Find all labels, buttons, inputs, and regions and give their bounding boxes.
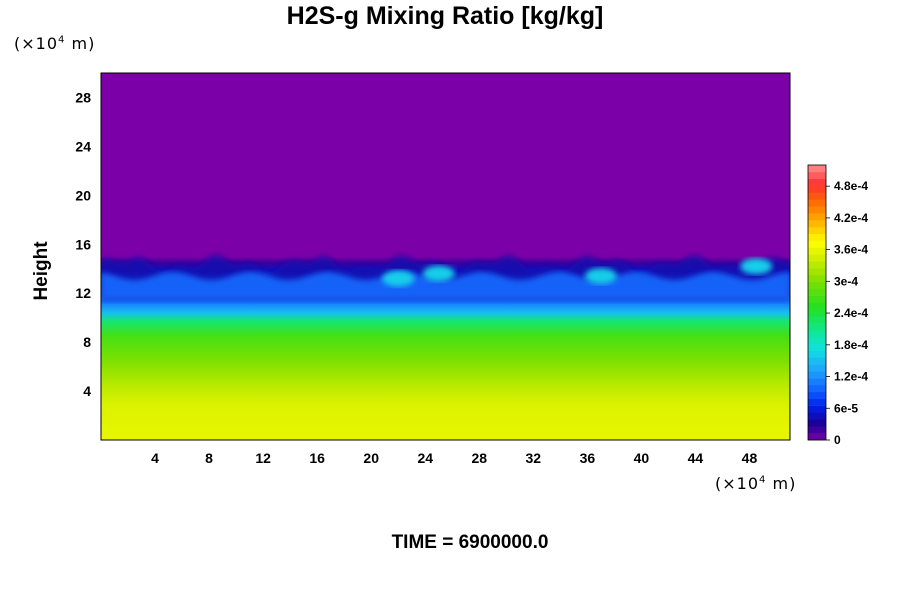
- colorbar-tick-label: 4.2e-4: [834, 211, 868, 225]
- x-tick-label: 28: [471, 450, 487, 466]
- colorbar-segment: [808, 343, 826, 351]
- colorbar-segment: [808, 398, 826, 406]
- x-tick-label: 16: [309, 450, 325, 466]
- colorbar-segment: [808, 281, 826, 290]
- colorbar-segment: [808, 330, 826, 338]
- colorbar-segment: [808, 412, 826, 420]
- colorbar-tick-label: 1.2e-4: [834, 370, 868, 384]
- x-tick-label: 44: [688, 450, 704, 466]
- colorbar-segment: [808, 295, 826, 303]
- x-axis-ticks: 4 8 12 16 20 24 28 32 36 40 44 48: [151, 450, 757, 466]
- colorbar-segment: [808, 275, 826, 283]
- colorbar-segment: [808, 336, 826, 345]
- colorbar-segment: [808, 391, 826, 400]
- field-fill: [101, 73, 790, 440]
- colorbar-segment: [808, 288, 826, 296]
- y-tick-label: 4: [83, 383, 91, 399]
- colorbar-segment: [808, 268, 826, 276]
- colorbar-segment: [808, 302, 826, 310]
- colorbar-segment: [808, 426, 826, 434]
- colorbar-segment: [808, 350, 826, 358]
- y-tick-label: 16: [75, 236, 91, 252]
- colorbar-segment: [808, 220, 826, 228]
- colorbar-segment: [808, 213, 826, 221]
- x-tick-label: 32: [526, 450, 542, 466]
- x-tick-label: 20: [363, 450, 379, 466]
- x-tick-label: 48: [742, 450, 758, 466]
- colorbar-segment: [808, 254, 826, 262]
- time-annotation: TIME = 6900000.0: [391, 532, 549, 553]
- y-tick-label: 20: [75, 187, 91, 203]
- y-axis-unit: (×104 m): [14, 34, 95, 53]
- colorbar-segment: [808, 385, 826, 393]
- colorbar-frame: [807, 164, 827, 441]
- colorbar-tick-label: 3.6e-4: [834, 243, 868, 257]
- y-unit-exponent: 4: [58, 34, 66, 46]
- colorbar-segment: [808, 378, 826, 386]
- colorbar-segment: [808, 240, 826, 248]
- plot-area: [100, 72, 791, 441]
- colorbar-segment: [808, 309, 826, 317]
- y-tick-label: 8: [83, 334, 91, 350]
- y-tick-label: 12: [75, 285, 91, 301]
- colorbar-segment: [808, 371, 826, 379]
- colorbar-segment: [808, 206, 826, 214]
- x-unit-exponent: 4: [759, 474, 767, 486]
- colorbar-tick-label: 2.4e-4: [834, 306, 868, 320]
- x-tick-label: 24: [417, 450, 433, 466]
- plume: [422, 265, 455, 282]
- colorbar-segment: [808, 247, 826, 255]
- colorbar-tick-label: 3e-4: [834, 274, 858, 288]
- plot-frame: [100, 72, 791, 441]
- colorbar-tick-label: 6e-5: [834, 401, 858, 415]
- colorbar-segment: [808, 316, 826, 324]
- chart-title: H2S-g Mixing Ratio [kg/kg]: [286, 2, 604, 30]
- colorbar: 0 6e-5 1.2e-4 1.8e-4 2.4e-4 3e-4 3.6e-4 4.2e-4 4…: [807, 164, 868, 447]
- y-unit-prefix: (×10: [14, 34, 59, 53]
- colorbar-segment: [808, 171, 826, 180]
- y-tick-label: 28: [75, 89, 91, 105]
- x-tick-label: 36: [580, 450, 596, 466]
- x-tick-label: 4: [151, 450, 159, 466]
- colorbar-segment: [808, 261, 826, 269]
- x-tick-label: 40: [634, 450, 650, 466]
- colorbar-segment: [808, 405, 826, 413]
- colorbar-segment: [808, 357, 826, 365]
- x-axis-unit: (×104 m): [715, 474, 796, 493]
- colorbar-segment: [808, 233, 826, 241]
- x-unit-suffix: m): [766, 474, 797, 493]
- colorbar-segment: [808, 185, 826, 193]
- colorbar-segment: [808, 433, 826, 441]
- colorbar-tick-label: 0: [834, 433, 841, 447]
- colorbar-segment: [808, 364, 826, 372]
- colorbar-tick-label: 1.8e-4: [834, 338, 868, 352]
- y-axis-ticks: 4 8 12 16 20 24 28: [75, 89, 91, 399]
- y-unit-suffix: m): [65, 34, 96, 53]
- plume: [740, 258, 773, 275]
- x-unit-prefix: (×10: [715, 474, 760, 493]
- colorbar-tick-label: 4.8e-4: [834, 179, 868, 193]
- colorbar-segment: [808, 178, 826, 186]
- colorbar-segment: [808, 323, 826, 331]
- plume: [584, 268, 617, 285]
- colorbar-segment: [808, 165, 826, 173]
- colorbar-segment: [808, 226, 826, 235]
- x-tick-label: 8: [205, 450, 213, 466]
- y-tick-label: 24: [75, 138, 91, 154]
- colorbar-segment: [808, 199, 826, 207]
- colorbar-segment: [808, 419, 826, 427]
- x-tick-label: 12: [255, 450, 271, 466]
- colorbar-segment: [808, 192, 826, 200]
- plume: [382, 270, 415, 287]
- mixed-layer: [101, 271, 790, 300]
